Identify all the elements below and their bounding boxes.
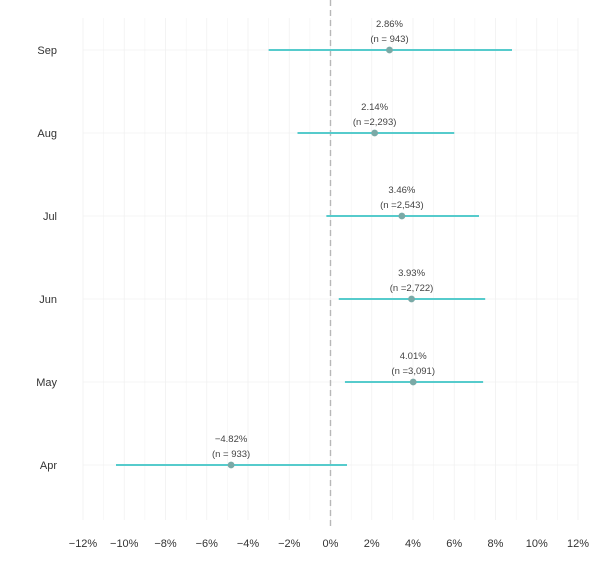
estimate-label-sep: 2.86% — [376, 19, 403, 30]
point-estimate-sep — [386, 46, 393, 54]
x-tick-label: −2% — [278, 538, 301, 550]
x-tick-label: −12% — [69, 538, 98, 550]
point-estimate-jun — [408, 295, 415, 303]
x-tick-label: 8% — [488, 538, 504, 550]
x-tick-label: −6% — [196, 538, 219, 550]
category-label-apr: Apr — [40, 460, 57, 472]
category-label-sep: Sep — [37, 45, 57, 57]
sample-size-label-apr: (n = 933) — [212, 449, 250, 460]
x-tick-label: 2% — [364, 538, 380, 550]
x-tick-label: 0% — [323, 538, 339, 550]
x-tick-label: −8% — [154, 538, 177, 550]
point-estimate-may — [409, 378, 417, 386]
point-estimate-aug — [371, 129, 379, 137]
category-label-aug: Aug — [37, 128, 57, 140]
category-label-jun: Jun — [39, 294, 57, 306]
sample-size-label-jun: (n =2,722) — [390, 283, 434, 294]
x-tick-label: 12% — [567, 538, 589, 550]
point-estimate-jul — [398, 212, 406, 220]
sample-size-label-jul: (n =2,543) — [380, 200, 424, 211]
points — [227, 46, 417, 469]
x-tick-label: −10% — [110, 538, 139, 550]
category-labels: Sep Aug Jul Jun May Apr — [36, 45, 57, 472]
data-labels: 2.86% (n = 943) 2.14% (n =2,293) 3.46% (n =2,… — [212, 19, 435, 460]
sample-size-label-may: (n =3,091) — [391, 366, 435, 377]
sample-size-label-sep: (n = 943) — [370, 34, 408, 45]
category-label-may: May — [36, 377, 57, 389]
estimate-label-aug: 2.14% — [361, 102, 388, 113]
x-tick-label: 6% — [446, 538, 462, 550]
estimate-label-apr: −4.82% — [215, 434, 248, 445]
x-tick-label: −4% — [237, 538, 260, 550]
category-label-jul: Jul — [43, 211, 57, 223]
sample-size-label-aug: (n =2,293) — [353, 117, 397, 128]
estimate-label-jun: 3.93% — [398, 268, 425, 279]
intervals — [116, 49, 512, 466]
x-tick-label: 10% — [526, 538, 548, 550]
x-tick-labels: −12% −10% −8% −6% −4% −2% 0% 2% 4% 6% 8% 10% 12% — [69, 538, 589, 550]
estimate-label-jul: 3.46% — [388, 185, 415, 196]
estimate-label-may: 4.01% — [400, 351, 427, 362]
point-estimate-apr — [227, 461, 235, 469]
x-tick-label: 4% — [405, 538, 421, 550]
